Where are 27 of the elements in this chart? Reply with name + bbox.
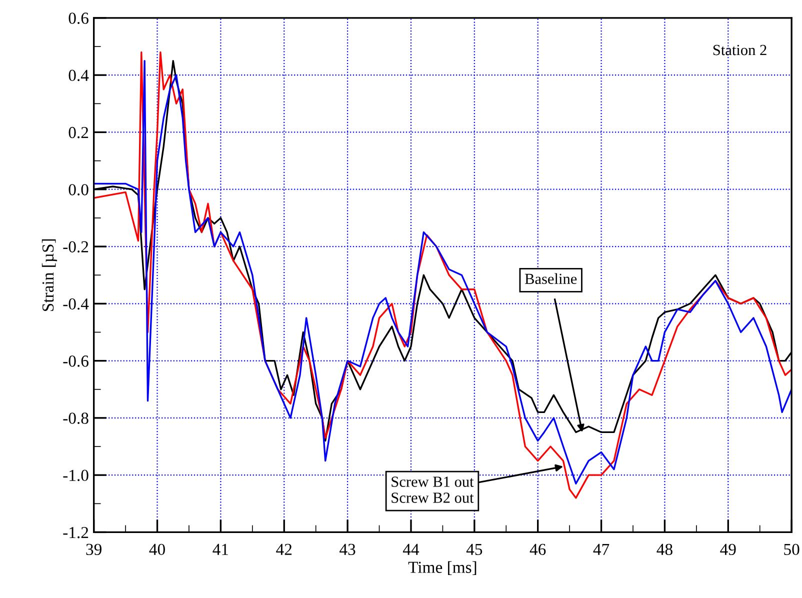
annotation: Baseline	[524, 273, 577, 284]
x-tick-label: 43	[340, 544, 356, 556]
y-tick-label: -0.2	[63, 241, 88, 253]
y-tick-label: -1.2	[63, 526, 88, 538]
x-axis-title: Time [ms]	[408, 561, 476, 576]
x-tick-label: 39	[86, 544, 102, 556]
x-tick-label: 48	[656, 544, 672, 556]
y-tick-label: 0.4	[68, 70, 89, 82]
x-tick-label: 46	[530, 544, 546, 556]
y-tick-label: -0.8	[63, 412, 88, 424]
y-tick-label: -0.6	[63, 355, 88, 367]
y-tick-label: 0.2	[68, 126, 88, 138]
y-tick-label: 0.0	[68, 184, 88, 196]
y-axis-title: Strain [µS]	[42, 239, 58, 311]
x-tick-label: 44	[402, 544, 420, 555]
x-tick-label: 45	[466, 544, 482, 556]
x-tick-label: 50	[784, 544, 800, 556]
x-tick-label: 47	[593, 544, 610, 555]
y-tick-label: 0.6	[68, 12, 88, 24]
y-tick-label: -0.4	[63, 298, 89, 310]
annotation: Station 2	[713, 44, 766, 56]
x-tick-label: 40	[149, 544, 165, 556]
x-tick-label: 41	[212, 544, 228, 555]
y-tick-label: -1.0	[63, 470, 88, 482]
x-tick-label: 49	[720, 544, 736, 556]
annotation: Screw B1 out Screw B2 out	[392, 476, 474, 503]
x-tick-label: 42	[276, 544, 292, 555]
